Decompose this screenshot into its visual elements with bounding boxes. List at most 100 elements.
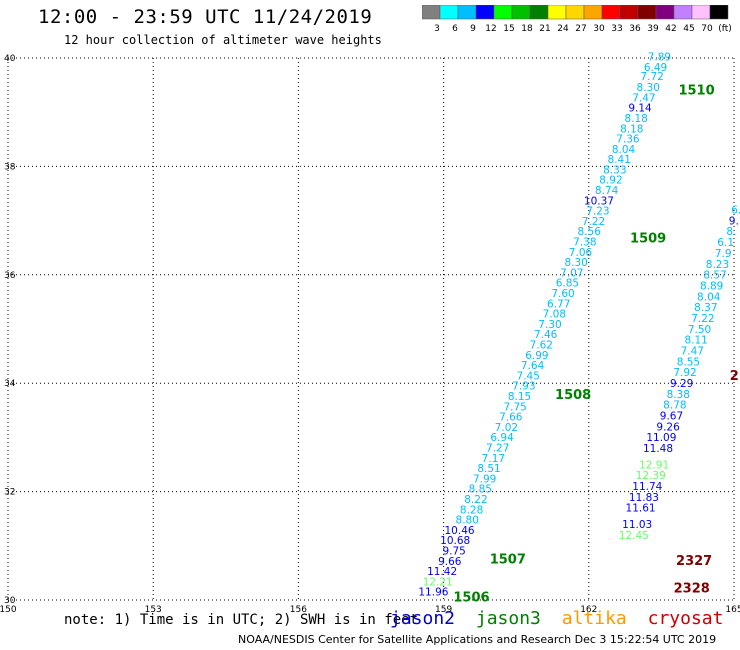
wave-height-label: 7.66 (499, 412, 523, 424)
wave-height-label: 7.45 (517, 370, 540, 382)
wave-height-label: 7.47 (632, 92, 655, 104)
wave-height-label: 7.89 (648, 52, 671, 64)
wave-height-label: 9. (729, 215, 739, 227)
wave-height-label: 11.61 (626, 503, 656, 515)
wave-height-label: 7.46 (534, 329, 558, 341)
wave-height-label: 8.92 (599, 175, 622, 187)
wave-height-label: 12.45 (619, 530, 649, 542)
y-tick-label: 36 (4, 271, 16, 281)
wave-height-label: 9.14 (628, 103, 652, 115)
colorbar-label: 24 (557, 24, 569, 34)
wave-height-label: 8.89 (700, 280, 723, 292)
wave-height-label: 6.99 (525, 350, 548, 362)
x-tick-label: 150 (0, 605, 17, 615)
wave-height-label: 6.77 (547, 298, 570, 310)
wave-height-label: 11.09 (646, 432, 676, 444)
wave-height-label: 6.49 (644, 62, 667, 74)
y-tick-label: 40 (4, 54, 16, 64)
y-tick-label: 38 (4, 162, 16, 172)
chart-title: 12:00 - 23:59 UTC 11/24/2019 (38, 6, 373, 28)
time-label: 1507 (490, 553, 526, 568)
wave-height-label: 9.66 (438, 556, 462, 568)
colorbar-label: 3 (434, 24, 440, 34)
legend-jason3: jason3 (475, 608, 541, 629)
wave-height-label: 7.22 (691, 313, 714, 325)
wave-height-label: 11.48 (643, 443, 673, 455)
wave-height-label: 7.93 (512, 381, 535, 393)
wave-height-label: 8.04 (612, 144, 636, 156)
wave-height-label: 6.85 (556, 278, 579, 290)
wave-height-label: 8.55 (677, 356, 700, 368)
wave-height-label: 7.06 (569, 247, 593, 259)
wave-height-label: 8.28 (460, 504, 483, 516)
wave-height-label: 8.74 (595, 185, 619, 197)
wave-height-label: 7.27 (486, 442, 509, 454)
x-tick-label: 153 (145, 605, 162, 615)
wave-height-label: 7.92 (673, 367, 696, 379)
wave-height-label: 8.57 (703, 270, 726, 282)
wave-height-label: 6. (731, 205, 740, 217)
colorbar-label: 33 (611, 24, 622, 34)
wave-height-label: 7.75 (503, 401, 526, 413)
satellite-legend: jason2 jason3 altika cryosat s3a (390, 608, 740, 629)
wave-height-label: 7.50 (688, 324, 711, 336)
wave-height-label: 10.37 (584, 195, 614, 207)
wave-height-label: 7.23 (586, 206, 609, 218)
wave-height-label: 6.94 (490, 432, 514, 444)
colorbar-swatch (709, 5, 729, 20)
colorbar-label: (ft) (718, 24, 732, 34)
wave-height-label: 7.62 (530, 340, 553, 352)
wave-height-label: 12.21 (423, 576, 453, 588)
wave-height-label: 7.60 (551, 288, 574, 300)
wave-height-label: 8.41 (608, 154, 631, 166)
colorbar-label: 42 (665, 24, 676, 34)
wave-height-label: 8.18 (620, 123, 643, 135)
credit-line: NOAA/NESDIS Center for Satellite Applica… (238, 633, 717, 646)
colorbar-label: 9 (470, 24, 476, 34)
y-tick-label: 32 (4, 488, 15, 498)
chart-subtitle: 12 hour collection of altimeter wave hei… (64, 33, 382, 47)
time-label: 2 (730, 369, 739, 384)
colorbar-label: 27 (575, 24, 586, 34)
x-tick-label: 162 (580, 605, 597, 615)
wave-height-label: 7.99 (473, 473, 496, 485)
wave-height-label: 7.22 (582, 216, 605, 228)
wave-height-label: 7.17 (482, 453, 505, 465)
wave-height-label: 8.78 (663, 400, 686, 412)
wave-height-label: 12.91 (639, 459, 669, 471)
footnote: note: 1) Time is in UTC; 2) SWH is in fe… (64, 612, 419, 628)
wave-height-label: 11.03 (622, 519, 652, 531)
wave-height-label: 7.38 (573, 237, 596, 249)
wave-height-label: 6.1 (717, 237, 734, 249)
legend-jason2: jason2 (390, 608, 456, 629)
wave-height-label: 9.26 (656, 421, 680, 433)
colorbar-label: 15 (503, 24, 514, 34)
time-label: 1508 (555, 388, 591, 403)
colorbar-label: 21 (539, 24, 550, 34)
colorbar-label: 6 (452, 24, 458, 34)
wave-height-label: 8.85 (469, 484, 492, 496)
wave-height-label: 8. (726, 226, 736, 238)
wave-height-label: 11.96 (418, 587, 448, 599)
y-tick-label: 34 (4, 379, 16, 389)
wave-height-label: 8.38 (667, 389, 690, 401)
colorbar-label: 12 (485, 24, 496, 34)
wave-height-label: 11.83 (629, 492, 659, 504)
wave-height-label: 7.08 (543, 309, 566, 321)
wave-height-label: 9.67 (660, 411, 683, 423)
time-label: 1509 (630, 231, 666, 246)
wave-height-label: 8.23 (706, 259, 729, 271)
wave-height-label: 11.42 (427, 566, 457, 578)
wave-height-label: 8.18 (624, 113, 647, 125)
time-label: 2327 (676, 554, 712, 569)
wave-height-label: 8.11 (684, 335, 707, 347)
wave-height-label: 7.30 (538, 319, 561, 331)
y-tick-label: 30 (4, 596, 16, 606)
colorbar-label: 30 (593, 24, 605, 34)
wave-height-label: 8.56 (578, 226, 602, 238)
color-scale-legend: 3 6 9 12 15 18 21 24 27 30 33 36 39 42 45 70 (ft) (422, 5, 732, 34)
wave-height-label: 7.47 (681, 345, 704, 357)
colorbar-label: 39 (647, 24, 659, 34)
wave-height-label: 7.64 (521, 360, 545, 372)
